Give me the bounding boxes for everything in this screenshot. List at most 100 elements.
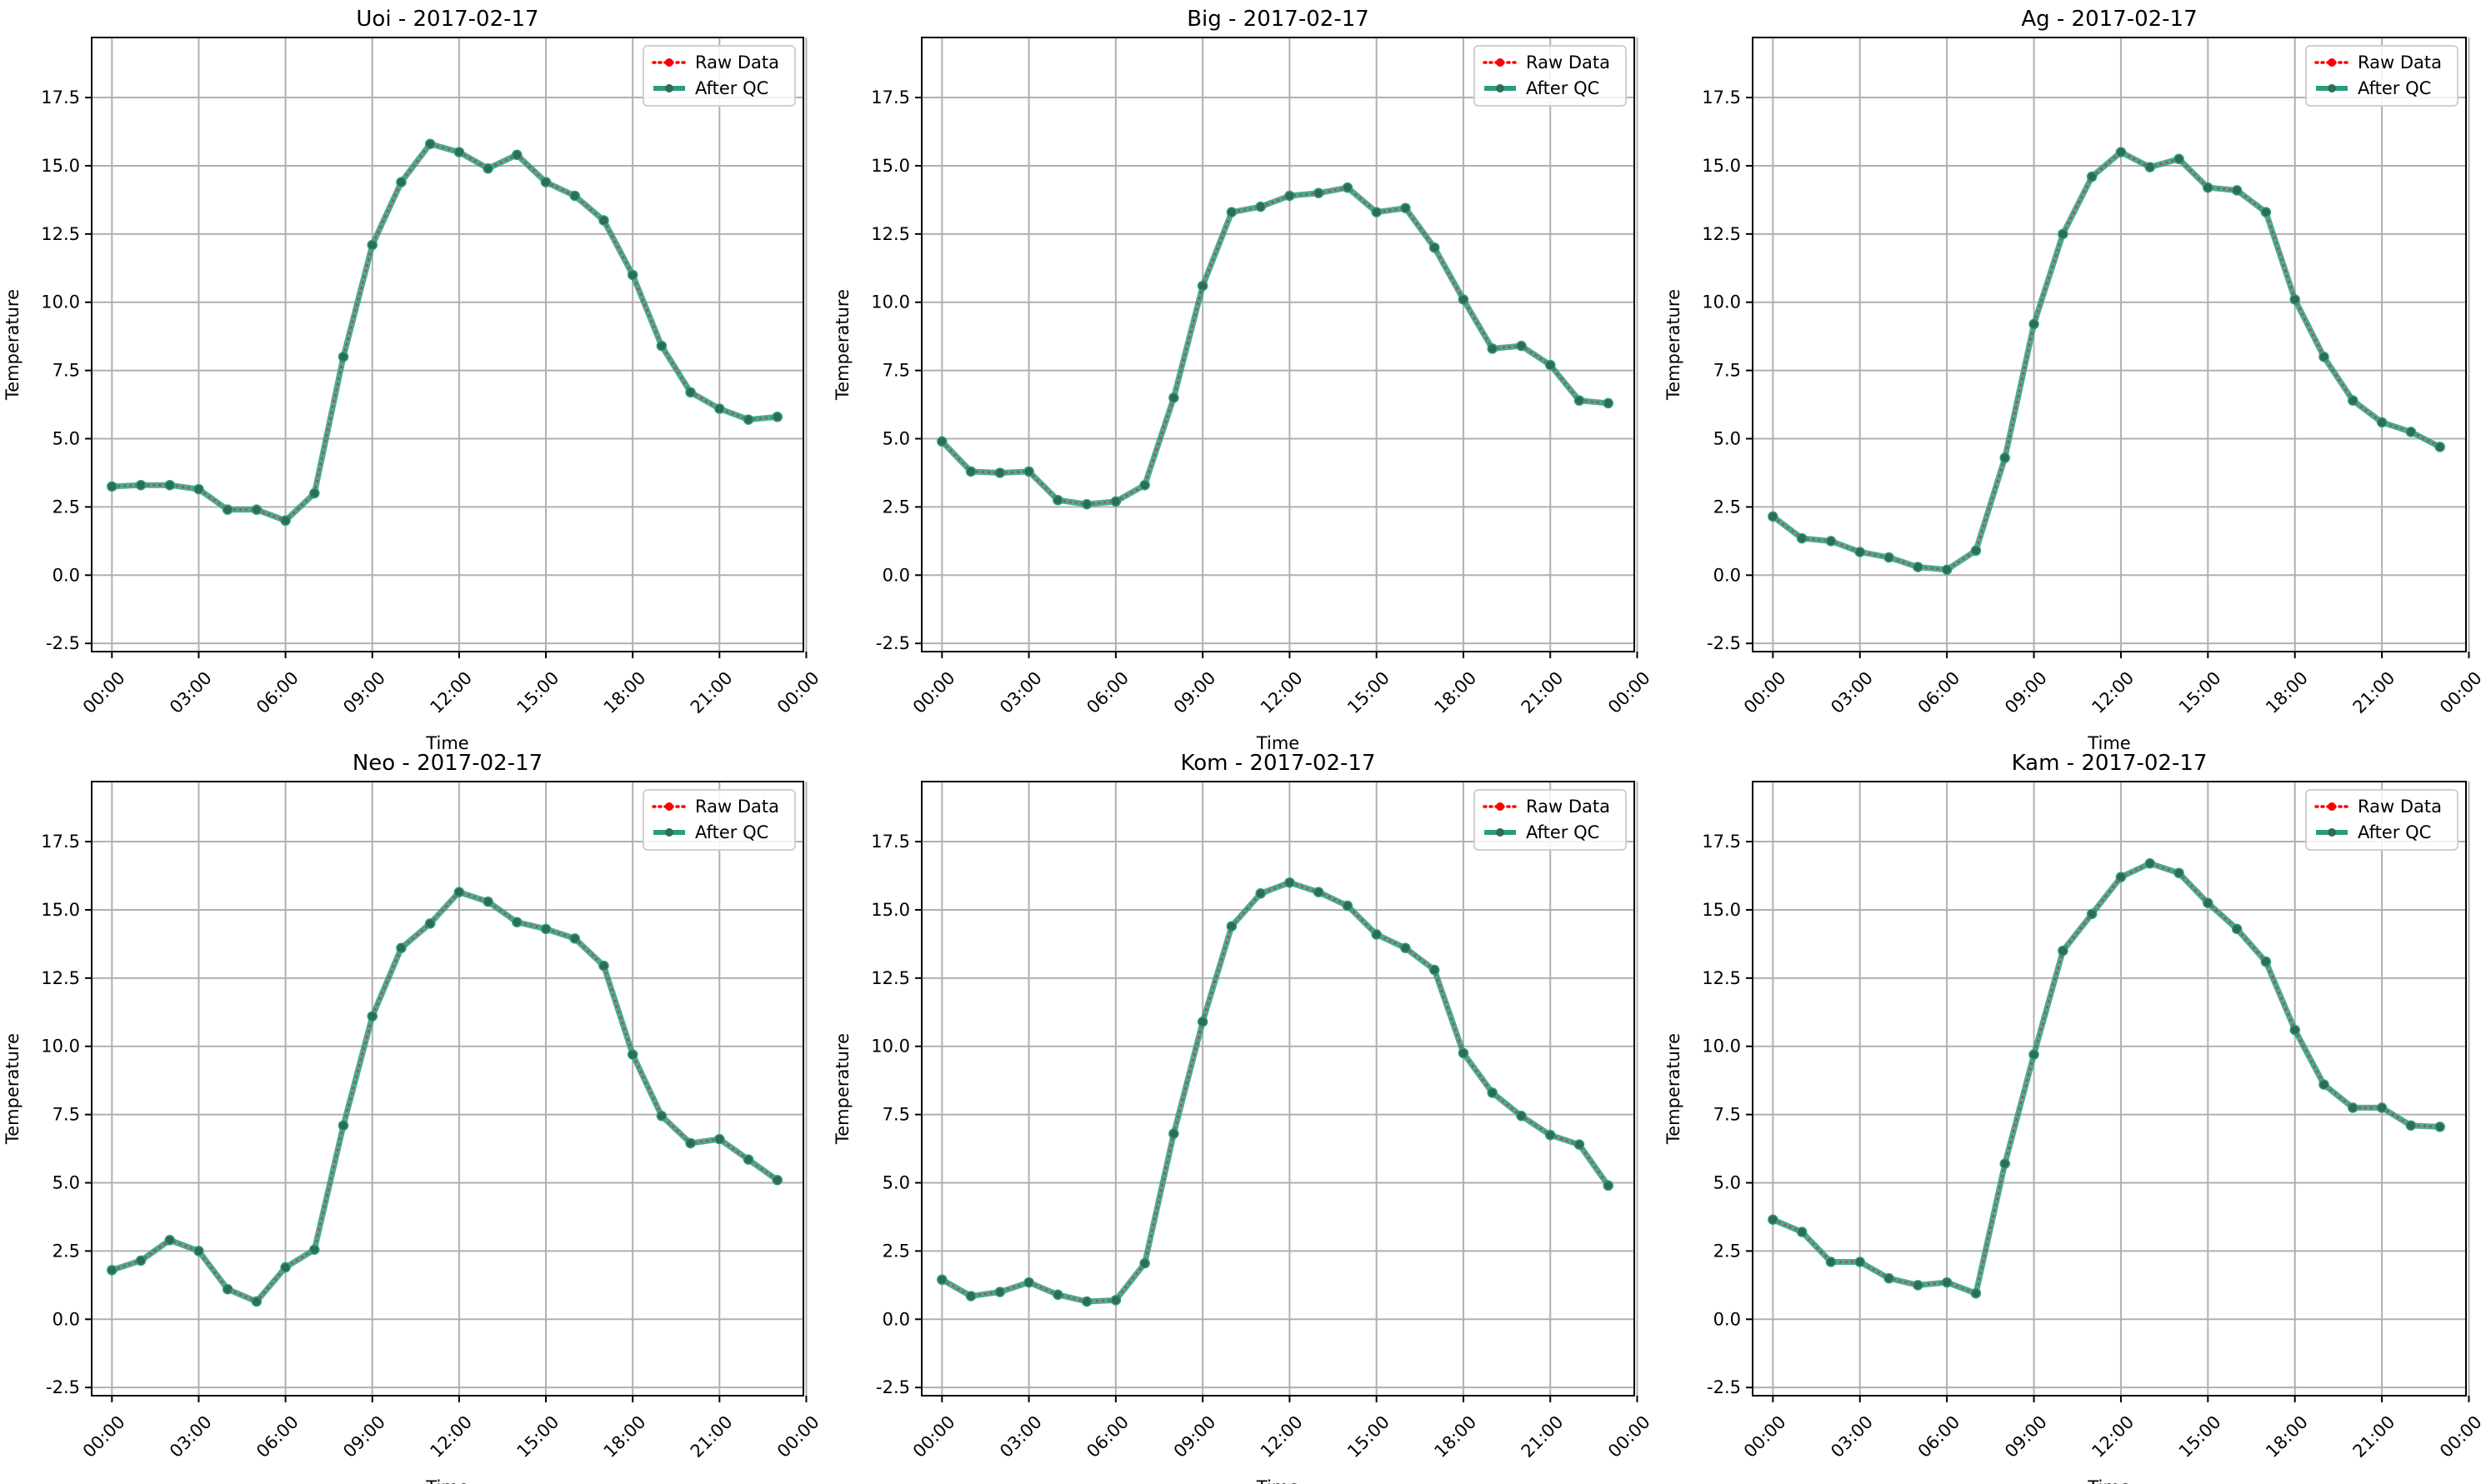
x-axis-label: Time	[425, 1477, 468, 1484]
legend-marker-raw-data	[2328, 58, 2336, 67]
subplot: 00:00 03:00 06:00 09:00 12:00 15:00 18:00 21:00…	[833, 7, 1654, 753]
y-tick-label: 5.0	[1713, 429, 1741, 449]
x-tick-label: 12:00	[1257, 1412, 1307, 1462]
subplot: 00:00 03:00 06:00 09:00 12:00 15:00 18:00 21:00…	[1663, 7, 2486, 753]
data-point	[540, 923, 552, 935]
data-point	[1053, 1289, 1063, 1301]
data-point	[2348, 1102, 2358, 1113]
x-tick-label: 03:00	[166, 667, 216, 717]
y-tick-label: 2.5	[883, 497, 910, 517]
y-tick-label: 0.0	[1713, 565, 1741, 585]
series-line-after-qc	[111, 889, 779, 1305]
data-point	[743, 1154, 754, 1165]
subplot: 00:00 03:00 06:00 09:00 12:00 15:00 18:00 21:00…	[3, 751, 823, 1484]
x-tick-label: 09:00	[1170, 1412, 1220, 1462]
data-point	[1139, 1257, 1150, 1269]
x-tick-label: 09:00	[1170, 667, 1220, 717]
chart-title: Neo - 2017-02-17	[353, 751, 543, 776]
data-point	[1313, 887, 1324, 897]
data-point	[1796, 1227, 1808, 1237]
data-point	[309, 487, 320, 499]
legend-marker-raw-data	[665, 58, 673, 67]
x-tick-label: 21:00	[2349, 1412, 2399, 1462]
x-tick-label: 00:00	[773, 1412, 823, 1462]
data-point	[251, 1296, 263, 1307]
data-point	[1428, 242, 1440, 253]
data-point	[424, 918, 436, 929]
data-point	[1139, 479, 1150, 491]
x-tick-label: 21:00	[1518, 667, 1568, 717]
data-point	[2203, 897, 2213, 909]
data-point	[1168, 1128, 1179, 1139]
data-point	[2231, 923, 2243, 935]
legend-marker-raw-data	[1496, 802, 1504, 811]
y-tick-label: 12.5	[1702, 968, 1741, 988]
legend-marker-after-qc	[665, 828, 673, 837]
x-tick-label: 12:00	[1257, 667, 1307, 717]
y-tick-label: 10.0	[41, 292, 80, 312]
data-point	[1110, 496, 1122, 507]
y-tick-label: 5.0	[883, 1173, 910, 1193]
data-point	[2058, 945, 2068, 957]
data-point	[1768, 1214, 1778, 1225]
data-point	[1487, 1087, 1498, 1098]
legend-label-after-qc: After QC	[1526, 822, 1599, 842]
legend: Raw Data After QC	[643, 789, 796, 851]
data-point	[1999, 452, 2010, 463]
x-tick-label: 00:00	[773, 667, 823, 717]
x-axis-label: Time	[2087, 733, 2130, 753]
data-point	[512, 917, 523, 927]
y-tick-label: 15.0	[871, 900, 910, 920]
chart-title: Uoi - 2017-02-17	[356, 7, 538, 32]
data-point	[965, 466, 977, 477]
legend-marker-raw-data	[665, 802, 673, 811]
y-tick-label: 15.0	[871, 156, 910, 176]
series-line-raw-data	[1772, 151, 2441, 572]
data-point	[280, 1262, 291, 1273]
chart-title: Kam - 2017-02-17	[2012, 751, 2208, 776]
data-point	[1970, 1287, 1982, 1299]
x-tick-label: 00:00	[79, 667, 129, 717]
data-point	[2231, 185, 2243, 196]
y-tick-label: 2.5	[883, 1241, 910, 1261]
x-tick-label: 00:00	[79, 1412, 129, 1462]
y-axis-label: Temperature	[833, 1033, 853, 1145]
subplot: 00:00 03:00 06:00 09:00 12:00 15:00 18:00 21:00…	[1663, 751, 2486, 1484]
legend-label-after-qc: After QC	[1526, 78, 1599, 98]
data-point	[994, 1287, 1006, 1297]
legend-marker-raw-data	[2328, 802, 2336, 811]
x-tick-label: 15:00	[2175, 667, 2225, 717]
data-point	[1023, 466, 1034, 477]
data-point	[1603, 397, 1613, 409]
axes-frame	[921, 37, 1635, 652]
data-point	[1342, 900, 1353, 912]
y-tick-label: 15.0	[41, 900, 80, 920]
data-point	[1081, 1296, 1093, 1307]
data-point	[2289, 1024, 2300, 1036]
data-point	[338, 351, 349, 362]
data-point	[483, 162, 493, 174]
y-tick-label: 10.0	[1702, 1037, 1741, 1057]
data-point	[1796, 532, 1808, 544]
data-point	[107, 481, 118, 492]
data-point	[1854, 547, 1865, 557]
x-tick-label: 06:00	[1083, 667, 1133, 717]
y-axis-label: Temperature	[833, 289, 853, 401]
data-point	[1941, 1277, 1953, 1288]
data-point	[193, 483, 204, 495]
x-tick-label: 18:00	[2262, 1412, 2312, 1462]
y-tick-label: 10.0	[871, 292, 910, 312]
data-point	[222, 504, 233, 515]
y-tick-label: -2.5	[876, 633, 910, 653]
y-axis-label: Temperature	[1663, 1033, 1683, 1145]
x-tick-label: 18:00	[600, 667, 650, 717]
legend: Raw Data After QC	[1473, 789, 1627, 851]
x-tick-label: 06:00	[1914, 667, 1964, 717]
x-tick-label: 03:00	[996, 667, 1046, 717]
data-point	[2434, 442, 2445, 452]
series-line-after-qc	[112, 141, 778, 524]
data-point	[107, 1265, 118, 1276]
chart-title: Ag - 2017-02-17	[2021, 7, 2197, 32]
data-point	[367, 239, 378, 251]
